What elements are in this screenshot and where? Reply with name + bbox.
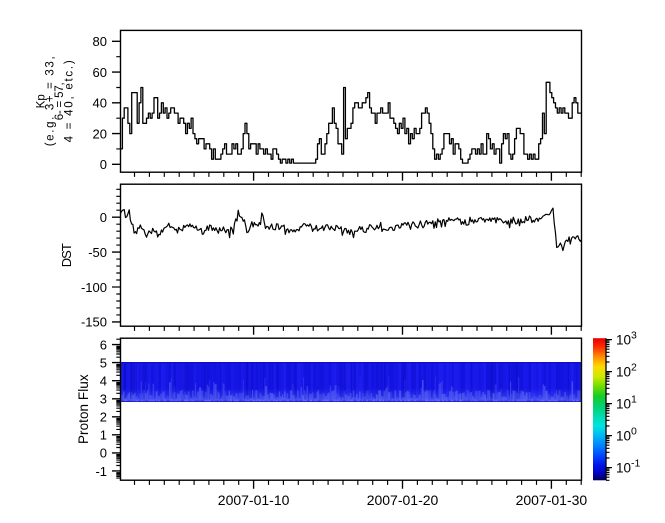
svg-text:80: 80: [93, 34, 107, 49]
svg-text:1: 1: [100, 428, 107, 443]
svg-text:0: 0: [100, 210, 107, 225]
svg-text:2007-01-10: 2007-01-10: [218, 492, 290, 508]
svg-text:20: 20: [93, 126, 107, 141]
svg-text:Kp: Kp: [36, 94, 48, 108]
svg-text:2007-01-30: 2007-01-30: [516, 492, 588, 508]
svg-text:40: 40: [93, 96, 107, 111]
svg-text:DST: DST: [59, 243, 74, 267]
svg-text:4: 4: [100, 374, 107, 389]
svg-text:2: 2: [100, 410, 107, 425]
svg-text:6- = 57,: 6- = 57,: [54, 82, 66, 120]
svg-text:-150: -150: [81, 315, 107, 330]
svg-text:Proton Flux: Proton Flux: [76, 374, 91, 444]
svg-text:-1: -1: [95, 464, 107, 479]
svg-text:(e.g. 3+ = 33,: (e.g. 3+ = 33,: [45, 56, 57, 146]
svg-text:-50: -50: [88, 245, 107, 260]
svg-text:5: 5: [100, 355, 107, 370]
svg-text:-100: -100: [81, 280, 107, 295]
svg-text:6: 6: [100, 337, 107, 352]
svg-text:0: 0: [100, 157, 107, 172]
svg-text:60: 60: [93, 65, 107, 80]
svg-text:2007-01-20: 2007-01-20: [367, 492, 439, 508]
svg-text:3: 3: [100, 392, 107, 407]
svg-text:0: 0: [100, 446, 107, 461]
